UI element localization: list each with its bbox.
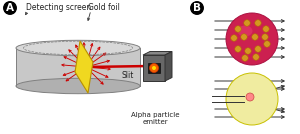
Circle shape [231,35,237,41]
Circle shape [252,34,258,40]
Text: Alpha particle
emitter: Alpha particle emitter [131,112,179,126]
Circle shape [262,34,268,40]
Polygon shape [148,63,160,73]
Circle shape [152,66,156,70]
Ellipse shape [238,25,253,36]
Circle shape [263,26,269,32]
Circle shape [226,13,278,65]
Text: B: B [193,3,201,13]
Circle shape [255,20,261,26]
Polygon shape [165,51,172,81]
Polygon shape [16,48,140,86]
Polygon shape [143,51,172,55]
Polygon shape [143,55,165,81]
Circle shape [241,34,247,40]
Text: Detecting screen: Detecting screen [26,3,91,12]
Ellipse shape [16,78,140,94]
Circle shape [226,73,278,125]
Text: Slit: Slit [122,70,134,79]
Circle shape [255,46,261,52]
Circle shape [245,48,251,54]
Text: A: A [6,3,14,13]
Circle shape [253,54,259,60]
Polygon shape [75,41,93,93]
Circle shape [246,93,254,101]
Circle shape [242,55,248,61]
Circle shape [244,20,250,26]
Ellipse shape [16,40,140,56]
Circle shape [264,41,270,47]
Circle shape [235,46,241,52]
Circle shape [235,26,241,32]
Text: Gold foil: Gold foil [88,3,120,12]
Circle shape [149,64,158,72]
